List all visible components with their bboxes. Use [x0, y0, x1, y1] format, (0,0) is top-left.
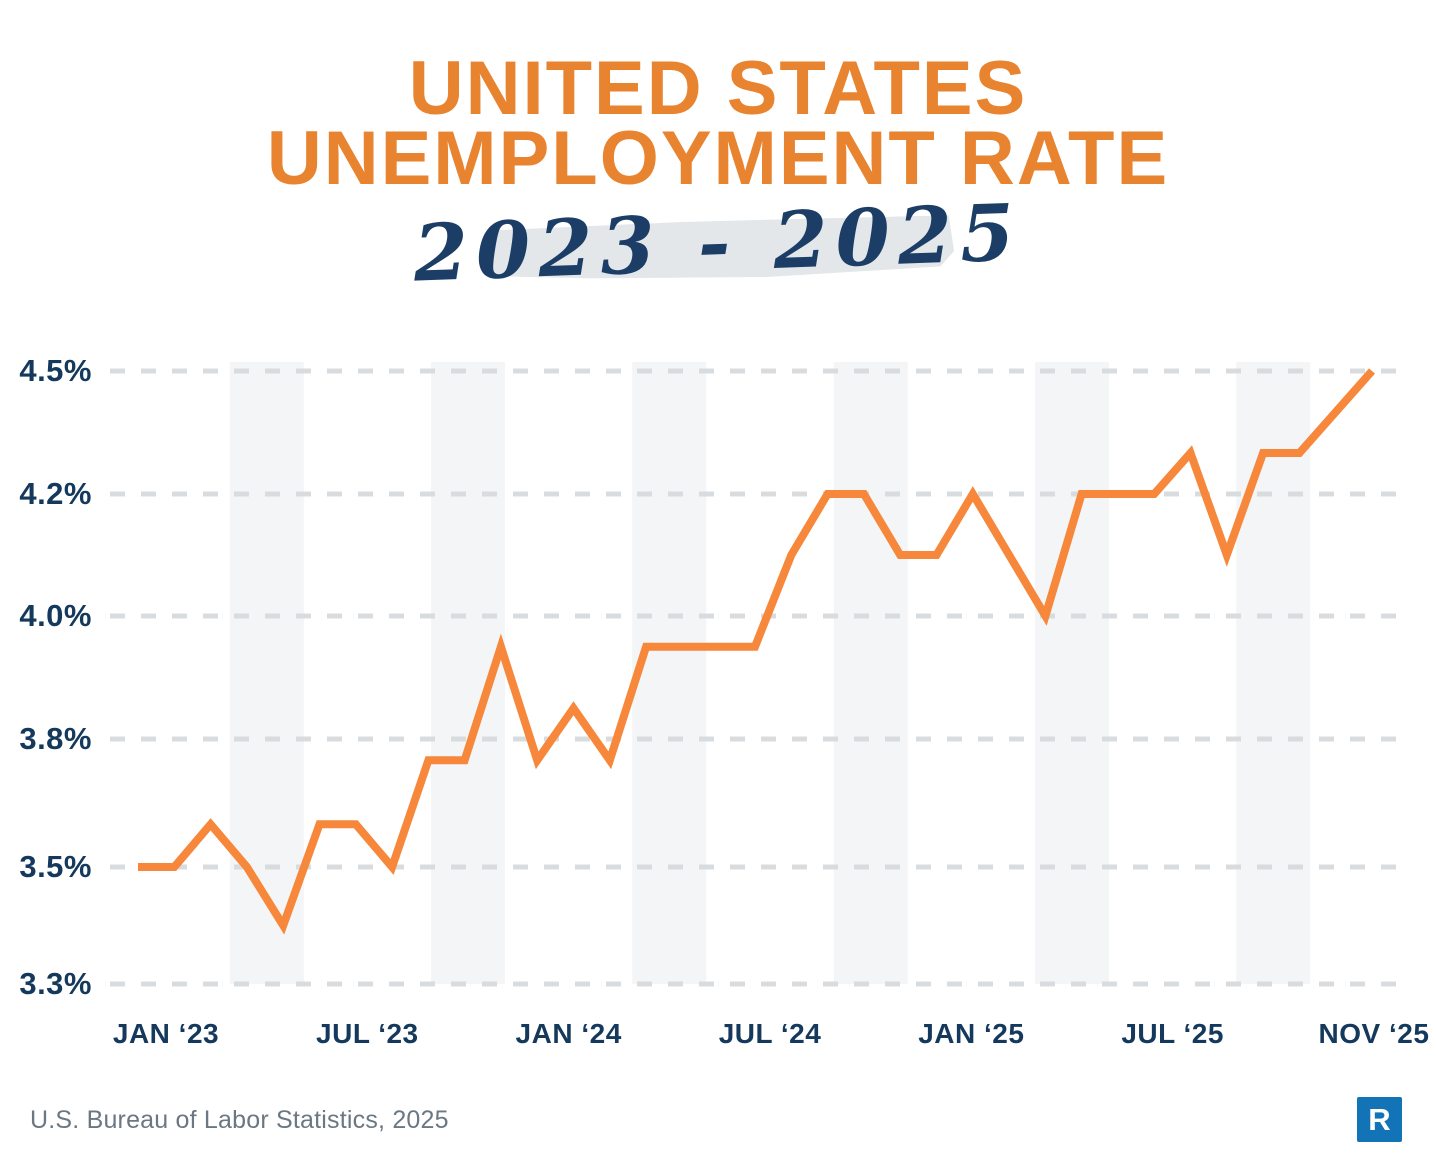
brand-logo: R [1357, 1097, 1402, 1142]
x-axis-label: JAN ‘23 [112, 1018, 220, 1049]
background-stripe [1236, 362, 1311, 984]
source-citation: U.S. Bureau of Labor Statistics, 2025 [30, 1106, 449, 1134]
background-stripe [833, 362, 908, 984]
background-stripe [229, 362, 304, 984]
title-line-1: UNITED STATES [408, 46, 1028, 131]
y-axis-label: 4.5% [19, 353, 92, 388]
y-axis-label: 3.5% [19, 849, 92, 884]
background-stripe [632, 362, 707, 984]
brand-logo-letter: R [1368, 1102, 1391, 1137]
x-axis-label: JUL ‘24 [718, 1018, 822, 1049]
title-line-2: UNEMPLOYMENT RATE [266, 116, 1170, 201]
unemployment-rate-line [138, 368, 1375, 935]
x-axis-label: JAN ‘24 [515, 1018, 622, 1049]
x-axis-label: NOV ‘25 [1318, 1018, 1430, 1049]
y-axis-label: 4.0% [19, 598, 92, 633]
y-axis-label: 3.3% [19, 966, 92, 1001]
page-title: UNITED STATES UNEMPLOYMENT RATE [0, 51, 1436, 197]
y-axis-label: 3.8% [19, 721, 92, 756]
x-axis-label: JUL ‘25 [1121, 1018, 1224, 1049]
background-stripe [1035, 362, 1109, 984]
x-axis-label: JUL ‘23 [316, 1018, 419, 1049]
x-axis-label: JAN ‘25 [918, 1018, 1025, 1049]
y-axis-label: 4.2% [19, 476, 92, 511]
